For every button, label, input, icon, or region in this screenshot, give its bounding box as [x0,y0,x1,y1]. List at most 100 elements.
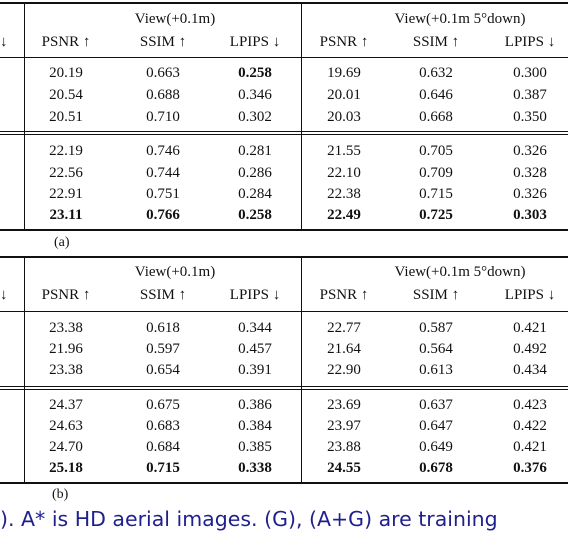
table-a-vline-mid [301,2,302,229]
cell: 0.350 [513,109,547,125]
table-a-col-ssim: SSIM ↑ [139,34,187,50]
cell: 21.64 [327,341,361,357]
cell: 0.663 [146,65,180,81]
cell: 0.326 [513,186,547,202]
cell: 0.344 [238,320,272,336]
cell: 24.63 [49,418,83,434]
table-b-mid-rule-2 [0,389,568,390]
cell: 0.326 [513,143,547,159]
cell: 0.421 [513,320,547,336]
cell: 0.597 [146,341,180,357]
cell: 0.751 [146,186,180,202]
cell: 22.56 [49,165,83,181]
table-a-top-rule [0,2,568,4]
cell: 0.646 [419,87,453,103]
table-b-group1-header: View(+0.1m) [134,264,216,280]
cell: 22.91 [49,186,83,202]
cell: 0.286 [238,165,272,181]
table-a-bottom-rule [0,229,568,231]
table-b-col-psnr: PSNR ↑ [41,287,91,303]
table-a-group2-header: View(+0.1m 5°down) [394,11,526,27]
cell: 0.587 [419,320,453,336]
table-b-top-rule [0,256,568,258]
cell: 0.688 [146,87,180,103]
cell: 0.457 [238,341,272,357]
cell: 23.97 [327,418,361,434]
cell: 0.710 [146,109,180,125]
cell: 0.303 [513,207,547,223]
cell: 0.421 [513,439,547,455]
cell: 0.564 [419,341,453,357]
cell: 22.77 [327,320,361,336]
cell: 0.705 [419,143,453,159]
cell: 0.725 [419,207,453,223]
table-b-left-stub: ↓ [0,287,8,303]
cell: 0.391 [238,362,272,378]
cell: 0.346 [238,87,272,103]
cell: 0.328 [513,165,547,181]
cell: 0.386 [238,397,272,413]
table-a-col-psnr: PSNR ↑ [41,34,91,50]
table-b-vline-mid [301,256,302,482]
cell: 20.51 [49,109,83,125]
cell: 25.18 [49,460,83,476]
cell: 0.647 [419,418,453,434]
cell: 0.618 [146,320,180,336]
table-b-group2-header: View(+0.1m 5°down) [394,264,526,280]
table-b-label: (b) [52,487,69,502]
cell: 0.613 [419,362,453,378]
cell: 22.38 [327,186,361,202]
cell: 0.684 [146,439,180,455]
cell: 23.38 [49,320,83,336]
table-a-col-lpips: LPIPS ↓ [229,34,281,50]
cell: 0.715 [419,186,453,202]
cell: 0.766 [146,207,180,223]
table-a-group1-header: View(+0.1m) [134,11,216,27]
table-a-vline-left [24,2,25,229]
cell: 0.384 [238,418,272,434]
cell: 0.258 [238,65,272,81]
cell: 0.492 [513,341,547,357]
cell: 21.55 [327,143,361,159]
cell: 0.715 [146,460,180,476]
cell: 0.385 [238,439,272,455]
cell: 0.649 [419,439,453,455]
cell: 0.709 [419,165,453,181]
cell: 0.422 [513,418,547,434]
table-b-col-ssim2: SSIM ↑ [412,287,460,303]
cell: 19.69 [327,65,361,81]
table-a-mid-rule-2 [0,134,568,135]
cell: 20.19 [49,65,83,81]
table-b-col-lpips2: LPIPS ↓ [504,287,556,303]
cell: 23.69 [327,397,361,413]
cell: 0.284 [238,186,272,202]
cell: 0.683 [146,418,180,434]
cell: 22.49 [327,207,361,223]
cell: 0.258 [238,207,272,223]
cell: 21.96 [49,341,83,357]
cell: 0.654 [146,362,180,378]
cell: 0.281 [238,143,272,159]
table-a-col-lpips2: LPIPS ↓ [504,34,556,50]
cell: 20.03 [327,109,361,125]
cell: 0.302 [238,109,272,125]
cell: 0.668 [419,109,453,125]
cell: 24.70 [49,439,83,455]
table-b-bottom-rule [0,482,568,484]
cell: 0.338 [238,460,272,476]
table-b-col-psnr2: PSNR ↑ [319,287,369,303]
table-b-header-rule [0,311,568,312]
cell: 0.423 [513,397,547,413]
cell: 20.54 [49,87,83,103]
table-b-mid-rule-1 [0,386,568,387]
cell: 22.10 [327,165,361,181]
cell: 0.632 [419,65,453,81]
cell: 0.387 [513,87,547,103]
table-b-col-lpips: LPIPS ↓ [229,287,281,303]
table-b-vline-left [24,256,25,482]
cell: 0.376 [513,460,547,476]
cell: 24.55 [327,460,361,476]
table-a-col-psnr2: PSNR ↑ [319,34,369,50]
cell: 0.675 [146,397,180,413]
cell: 23.38 [49,362,83,378]
